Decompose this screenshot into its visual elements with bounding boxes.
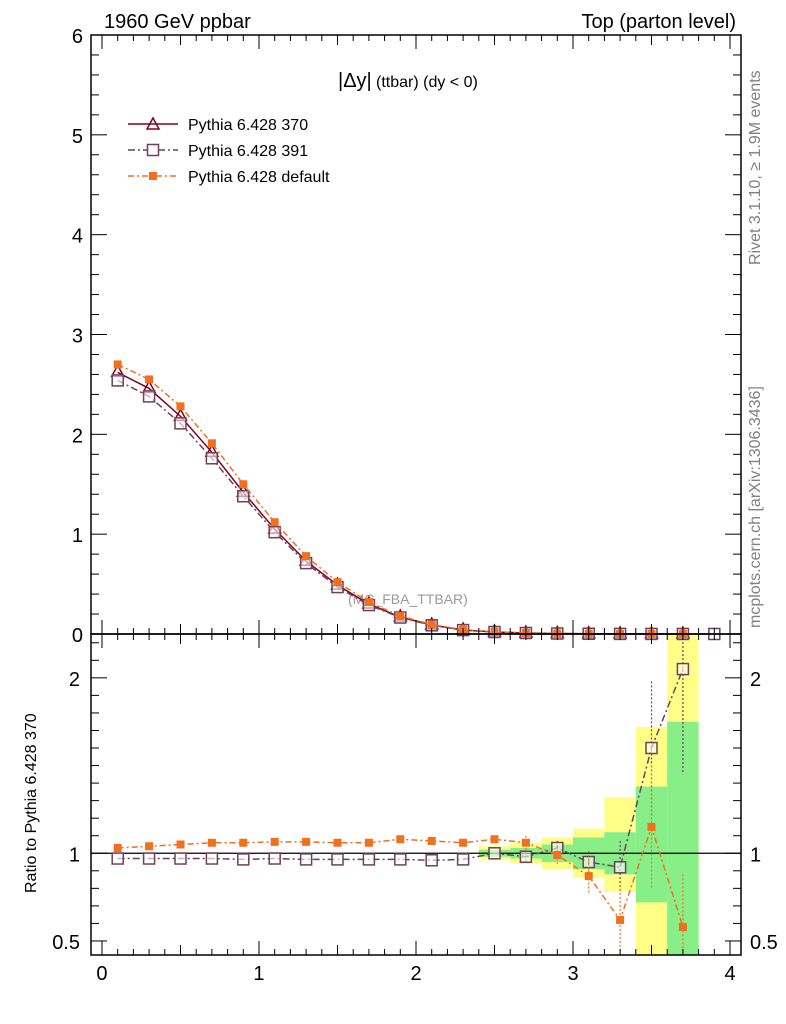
plot-title-sub: (ttbar) (dy < 0) [376,74,478,91]
ratio-point-2 [678,922,687,931]
ratio-point-2 [302,837,311,846]
plot-title-main: |Δy| [338,70,372,92]
legend-entry-391: Pythia 6.428 391 [128,143,308,160]
data-point-2 [302,552,311,561]
ratio-point-2 [333,838,342,847]
ratio-point-1 [237,853,250,866]
ratio-point-2 [490,835,499,844]
x-tick-label: 1 [253,963,264,985]
header-left: 1960 GeV ppbar [104,11,251,33]
legend-entry-default: Pythia 6.428 default [128,169,330,186]
ratio-point-2 [616,915,625,924]
y-tick-label: 1 [72,525,83,547]
ratio-point-2 [521,838,530,847]
data-point-1 [205,452,219,465]
ratio-y-tick-label-right: 0.5 [750,932,778,954]
rivet-info-text: Rivet 3.1.10, ≥ 1.9M events [747,70,764,265]
data-point-2 [113,360,122,369]
ratio-y-axis-label: Ratio to Pythia 6.428 370 [23,713,40,893]
ratio-point-1 [111,852,124,865]
ratio-point-2 [270,837,279,846]
x-tick-label: 2 [410,963,421,985]
x-tick-label: 3 [567,963,578,985]
y-tick-label: 3 [72,326,83,348]
data-point-2 [176,402,185,411]
y-tick-label: 4 [72,226,83,248]
ratio-point-1 [676,662,690,676]
ratio-point-2 [239,838,248,847]
ratio-point-1 [268,852,281,865]
ratio-point-1 [456,853,470,866]
x-tick-label: 0 [96,963,107,985]
filled-square-marker-icon [149,172,157,180]
ratio-point-1 [205,852,219,865]
data-point-1 [142,390,156,403]
ratio-point-2 [459,838,468,847]
legend-entry-370: Pythia 6.428 370 [128,116,308,134]
data-point-2 [239,480,248,489]
ratio-point-1 [331,853,344,866]
ratio-point-1 [613,861,627,874]
data-point-2 [270,518,279,527]
data-point-1 [111,374,124,387]
ratio-point-1 [174,852,187,865]
data-point-2 [207,439,216,448]
ratio-point-1 [142,852,156,865]
ratio-y-tick-label: 0.5 [52,932,80,954]
header-right: Top (parton level) [581,11,736,33]
y-tick-label: 5 [72,126,83,148]
ratio-point-1 [488,847,501,860]
legend-label-default: Pythia 6.428 default [188,169,330,186]
legend-label-370: Pythia 6.428 370 [188,117,308,134]
ratio-point-2 [176,840,185,849]
y-tick-label: 6 [72,26,83,48]
band-inner [635,786,668,903]
ratio-point-2 [396,835,405,844]
ratio-point-2 [113,844,122,852]
data-point-2 [364,598,373,607]
ratio-y-tick-label-right: 1 [750,844,761,866]
axes: 0 1 2 3 4 0 1 2 3 4 5 6 0.5 0.5 1 1 2 2 [52,26,778,985]
square-marker-icon [146,143,160,157]
mcplots-info-text: mcplots.cern.ch [arXiv:1306.3436] [747,386,764,628]
ratio-point-1 [582,855,595,869]
ratio-y-tick-label: 1 [69,844,80,866]
y-tick-label: 0 [72,625,83,647]
data-point-2 [333,578,342,587]
ratio-y-tick-label: 2 [69,669,80,691]
ratio-point-2 [427,836,436,845]
ratio-uncertainty-bands [478,634,699,955]
ratio-point-1 [362,853,376,866]
ratio-point-2 [647,822,656,831]
ratio-plot-series [91,634,741,955]
ratio-point-1 [519,850,533,864]
y-tick-label: 2 [72,425,83,447]
legend: Pythia 6.428 370 Pythia 6.428 391 Pythia… [128,116,330,186]
ratio-point-1 [394,853,407,866]
ratio-point-2 [364,838,373,847]
analysis-annotation: (MC_FBA_TTBAR) [348,591,468,607]
ratio-point-1 [299,853,313,866]
data-point-1 [174,417,187,430]
data-point-1 [237,489,250,503]
ratio-point-2 [584,872,593,881]
ratio-point-1 [645,741,658,755]
triangle-marker-icon [145,116,161,130]
ratio-point-2 [207,838,216,847]
data-point-2 [396,612,405,621]
ratio-point-2 [553,851,562,860]
x-tick-label: 4 [724,963,735,985]
ratio-point-2 [145,842,154,851]
legend-label-391: Pythia 6.428 391 [188,143,308,160]
data-point-2 [145,375,154,384]
ratio-point-1 [425,854,438,867]
ratio-y-tick-label-right: 2 [750,669,761,691]
data-point-1 [268,525,281,539]
data-point-2 [427,620,436,629]
